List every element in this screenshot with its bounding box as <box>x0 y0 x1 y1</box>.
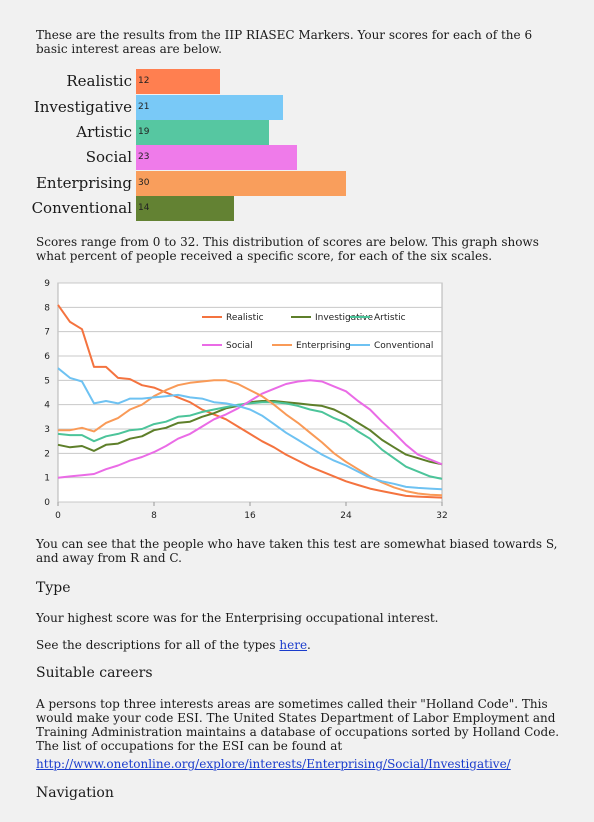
y-tick-label: 8 <box>44 303 50 313</box>
onet-occupations-link[interactable]: http://www.onetonline.org/explore/intere… <box>36 757 511 771</box>
score-label-enterprising: Enterprising <box>35 174 132 192</box>
descriptions-text: See the descriptions for all of the type… <box>36 638 561 652</box>
legend-label-conventional: Conventional <box>374 341 433 351</box>
y-tick-label: 0 <box>44 498 50 508</box>
score-bar-social: 23 <box>136 145 297 170</box>
x-tick-label: 24 <box>340 511 352 521</box>
y-tick-label: 3 <box>44 425 50 435</box>
y-tick-label: 6 <box>44 352 50 362</box>
legend-label-enterprising: Enterprising <box>296 341 351 351</box>
legend-label-realistic: Realistic <box>226 313 264 323</box>
series-line-conventional <box>57 367 443 491</box>
descriptions-prefix: See the descriptions for all of the type… <box>36 638 280 652</box>
score-value-conventional: 14 <box>138 203 150 213</box>
legend-label-social: Social <box>226 341 253 351</box>
highest-score-text: Your highest score was for the Enterpris… <box>36 611 439 625</box>
y-tick-label: 2 <box>44 449 50 459</box>
score-bar-enterprising: 30 <box>136 171 346 196</box>
series-line-investigative <box>57 400 443 466</box>
score-label-artistic: Artistic <box>76 123 132 141</box>
score-value-social: 23 <box>138 152 150 162</box>
score-bar-conventional: 14 <box>136 196 234 221</box>
score-value-enterprising: 30 <box>138 178 150 188</box>
y-tick-label: 1 <box>44 474 50 484</box>
y-tick-label: 5 <box>44 376 50 386</box>
careers-heading: Suitable careers <box>36 665 153 681</box>
score-bar-investigative: 21 <box>136 95 283 120</box>
y-tick-label: 7 <box>44 328 50 338</box>
score-bar-artistic: 19 <box>136 120 269 145</box>
score-bar-realistic: 12 <box>136 69 220 94</box>
range-text: Scores range from 0 to 32. This distribu… <box>36 235 539 263</box>
x-tick-label: 8 <box>151 511 157 521</box>
series-line-social <box>57 379 443 479</box>
x-tick-label: 16 <box>244 511 256 521</box>
navigation-heading: Navigation <box>36 785 114 801</box>
y-tick-label: 9 <box>44 279 50 289</box>
score-label-social: Social <box>85 148 132 166</box>
score-value-investigative: 21 <box>138 102 150 112</box>
y-tick-label: 4 <box>44 401 50 411</box>
score-label-conventional: Conventional <box>31 199 132 217</box>
score-distribution-chart: 0 1 2 3 4 5 6 7 8 9 0 8 16 24 32 Realistic Investigative… <box>44 279 447 521</box>
plot-area <box>57 282 443 503</box>
type-heading: Type <box>36 580 71 596</box>
descriptions-suffix: . <box>307 638 311 652</box>
intro-text: These are the results from the IIP RIASE… <box>36 28 533 56</box>
x-tick-label: 32 <box>436 511 447 521</box>
bias-text: You can see that the people who have tak… <box>36 537 558 565</box>
descriptions-here-link[interactable]: here <box>279 638 308 652</box>
score-label-realistic: Realistic <box>66 72 132 90</box>
legend-label-investigative: Investigative <box>315 313 374 323</box>
score-value-artistic: 19 <box>138 127 150 137</box>
legend-label-artistic: Artistic <box>374 313 406 323</box>
series-line-realistic <box>57 304 443 499</box>
series-line-artistic <box>57 401 443 480</box>
score-value-realistic: 12 <box>138 76 150 86</box>
x-tick-label: 0 <box>55 511 61 521</box>
careers-text: A persons top three interests areas are … <box>36 697 560 753</box>
score-label-investigative: Investigative <box>33 98 132 116</box>
